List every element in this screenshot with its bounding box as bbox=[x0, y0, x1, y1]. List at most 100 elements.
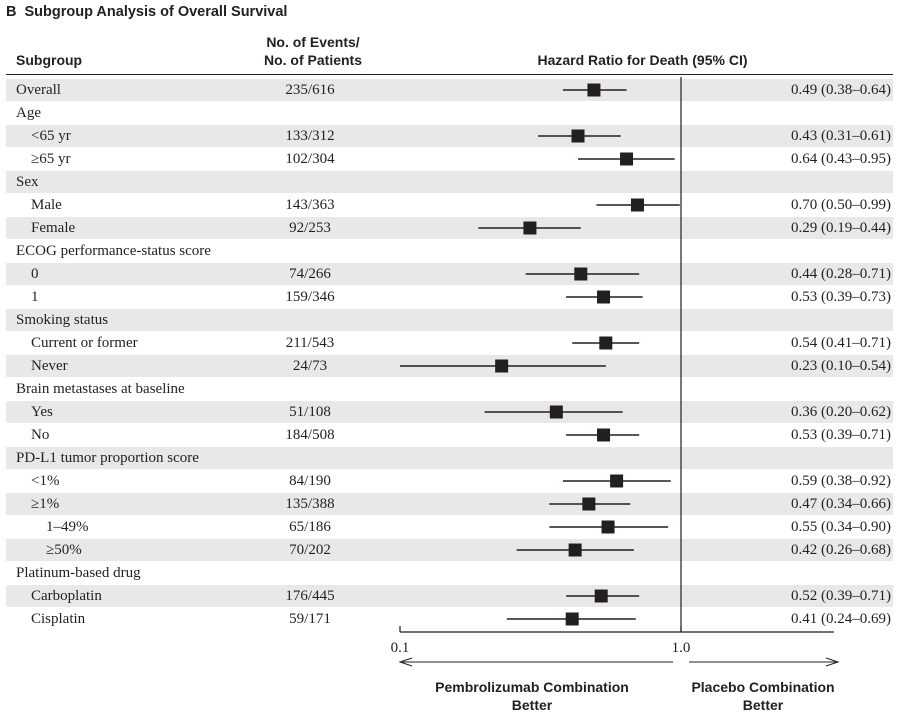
hazard-ratio-value: 0.52 (0.39–0.71) bbox=[791, 588, 891, 604]
hazard-ratio-value: 0.47 (0.34–0.66) bbox=[791, 496, 891, 512]
events-value: 102/304 bbox=[285, 151, 335, 167]
subgroup-category-row: Smoking status bbox=[6, 309, 893, 331]
subgroup-row: ≥50% 70/202 0.42 (0.26–0.68) bbox=[6, 539, 893, 561]
subgroup-row: Carboplatin 176/445 0.52 (0.39–0.71) bbox=[6, 585, 893, 607]
hazard-ratio-value: 0.23 (0.10–0.54) bbox=[791, 358, 891, 374]
events-value: 74/266 bbox=[289, 266, 331, 282]
subgroup-category-row: Sex bbox=[6, 171, 893, 193]
subgroup-label: Sex bbox=[16, 174, 39, 190]
events-value: 70/202 bbox=[289, 542, 331, 558]
subgroup-label: ≥65 yr bbox=[31, 151, 71, 167]
favors-placebo-line1: Placebo Combination bbox=[691, 679, 835, 695]
subgroup-label: Smoking status bbox=[16, 312, 109, 328]
events-value: 51/108 bbox=[289, 404, 331, 420]
subgroup-row: ≥65 yr 102/304 0.64 (0.43–0.95) bbox=[6, 148, 893, 170]
figure-title: B Subgroup Analysis of Overall Survival bbox=[6, 4, 287, 20]
subgroup-category-row: Age bbox=[6, 102, 893, 124]
hazard-ratio-value: 0.49 (0.38–0.64) bbox=[791, 82, 891, 98]
hazard-ratio-point bbox=[523, 221, 537, 235]
subgroup-label: Cisplatin bbox=[31, 611, 86, 627]
events-value: 211/543 bbox=[285, 335, 335, 351]
events-value: 184/508 bbox=[285, 427, 335, 443]
events-value: 84/190 bbox=[289, 473, 331, 489]
hazard-ratio-value: 0.53 (0.39–0.71) bbox=[791, 427, 891, 443]
subgroup-label: 0 bbox=[31, 266, 39, 282]
hazard-ratio-value: 0.55 (0.34–0.90) bbox=[791, 519, 891, 535]
events-value: 92/253 bbox=[289, 220, 331, 236]
subgroup-label: <1% bbox=[31, 473, 60, 489]
hazard-ratio-point bbox=[587, 83, 601, 97]
subgroup-label: Yes bbox=[31, 404, 53, 420]
subgroup-label: 1–49% bbox=[46, 519, 89, 535]
subgroup-row: 1 159/346 0.53 (0.39–0.73) bbox=[6, 286, 893, 308]
hazard-ratio-value: 0.42 (0.26–0.68) bbox=[791, 542, 891, 558]
favors-placebo-label: Placebo Combination Better bbox=[678, 678, 848, 714]
x-tick-label: 0.1 bbox=[391, 640, 410, 656]
favors-treatment-line2: Better bbox=[511, 697, 553, 713]
hazard-ratio-value: 0.53 (0.39–0.73) bbox=[791, 289, 891, 305]
subgroup-label: Brain metastases at baseline bbox=[16, 381, 185, 397]
hazard-ratio-point bbox=[594, 589, 608, 603]
subgroup-label: Female bbox=[31, 220, 76, 236]
hazard-ratio-value: 0.54 (0.41–0.71) bbox=[791, 335, 891, 351]
events-value: 176/445 bbox=[285, 588, 335, 604]
subgroup-row: 1–49% 65/186 0.55 (0.34–0.90) bbox=[6, 516, 893, 538]
subgroup-label: Male bbox=[31, 197, 62, 213]
hazard-ratio-point bbox=[630, 198, 644, 212]
hazard-ratio-point bbox=[568, 543, 582, 557]
subgroup-label: Platinum-based drug bbox=[16, 565, 141, 581]
hazard-ratio-header: Hazard Ratio for Death (95% CI) bbox=[537, 52, 748, 68]
hazard-ratio-value: 0.41 (0.24–0.69) bbox=[791, 611, 891, 627]
hazard-ratio-point bbox=[597, 428, 611, 442]
subgroup-row: 0 74/266 0.44 (0.28–0.71) bbox=[6, 263, 893, 285]
hazard-ratio-point bbox=[549, 405, 563, 419]
subgroup-label: 1 bbox=[31, 289, 39, 305]
hazard-ratio-point bbox=[495, 359, 509, 373]
header-rule bbox=[6, 74, 893, 75]
panel-letter: B bbox=[6, 4, 17, 20]
events-header-line1: No. of Events/ bbox=[266, 34, 360, 50]
subgroup-row: No 184/508 0.53 (0.39–0.71) bbox=[6, 424, 893, 446]
hazard-ratio-value: 0.64 (0.43–0.95) bbox=[791, 151, 891, 167]
hazard-ratio-value: 0.43 (0.31–0.61) bbox=[791, 128, 891, 144]
subgroup-label: No bbox=[31, 427, 50, 443]
hazard-ratio-point bbox=[571, 129, 585, 143]
hazard-ratio-point bbox=[599, 336, 613, 350]
events-value: 159/346 bbox=[285, 289, 335, 305]
hazard-ratio-value: 0.44 (0.28–0.71) bbox=[791, 266, 891, 282]
hazard-ratio-value: 0.29 (0.19–0.44) bbox=[791, 220, 891, 236]
subgroup-row: Overall 235/616 0.49 (0.38–0.64) bbox=[6, 79, 893, 101]
subgroup-category-row: Brain metastases at baseline bbox=[6, 378, 893, 400]
subgroup-label: Overall bbox=[16, 82, 61, 98]
subgroup-row: Female 92/253 0.29 (0.19–0.44) bbox=[6, 217, 893, 239]
events-header: No. of Events/ No. of Patients bbox=[250, 33, 376, 69]
hazard-ratio-value: 0.59 (0.38–0.92) bbox=[791, 473, 891, 489]
favors-placebo-line2: Better bbox=[742, 697, 784, 713]
hazard-ratio-point bbox=[597, 290, 611, 304]
subgroup-category-row: ECOG performance-status score bbox=[6, 240, 893, 262]
subgroup-category-row: PD-L1 tumor proportion score bbox=[6, 447, 893, 469]
hazard-ratio-point bbox=[620, 152, 634, 166]
subgroup-row: <1% 84/190 0.59 (0.38–0.92) bbox=[6, 470, 893, 492]
hazard-ratio-point bbox=[601, 520, 615, 534]
subgroup-label: ECOG performance-status score bbox=[16, 243, 211, 259]
events-value: 24/73 bbox=[292, 358, 328, 374]
subgroup-row: <65 yr 133/312 0.43 (0.31–0.61) bbox=[6, 125, 893, 147]
favors-treatment-line1: Pembrolizumab Combination bbox=[435, 679, 629, 695]
subgroup-label: ≥1% bbox=[31, 496, 60, 512]
hazard-ratio-point bbox=[610, 474, 624, 488]
events-value: 59/171 bbox=[289, 611, 331, 627]
panel-title: Subgroup Analysis of Overall Survival bbox=[24, 4, 288, 20]
events-value: 235/616 bbox=[285, 82, 335, 98]
hazard-ratio-point bbox=[574, 267, 588, 281]
events-value: 133/312 bbox=[285, 128, 335, 144]
hazard-ratio-value: 0.36 (0.20–0.62) bbox=[791, 404, 891, 420]
subgroup-category-row: Platinum-based drug bbox=[6, 562, 893, 584]
favors-treatment-label: Pembrolizumab Combination Better bbox=[420, 678, 644, 714]
subgroup-label: <65 yr bbox=[31, 128, 71, 144]
subgroup-label: Carboplatin bbox=[31, 588, 102, 604]
subgroup-label: Never bbox=[31, 358, 68, 374]
subgroup-label: Current or former bbox=[31, 335, 138, 351]
